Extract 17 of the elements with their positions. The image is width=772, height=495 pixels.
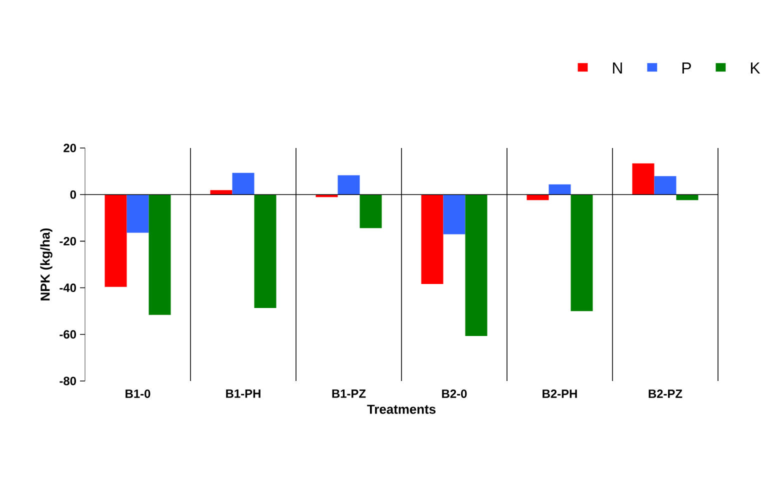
y-tick-label: -20 bbox=[60, 236, 76, 246]
x-tick-label: B1-0 bbox=[126, 390, 150, 398]
y-tick-label: -40 bbox=[60, 284, 76, 292]
legend-label: K bbox=[750, 62, 760, 74]
legend-label: P bbox=[682, 62, 691, 74]
y-tick-label: -60 bbox=[60, 330, 76, 339]
x-axis-title: Treatments bbox=[367, 404, 436, 414]
y-tick-label: 20 bbox=[64, 144, 76, 152]
legend-label: N bbox=[613, 62, 622, 74]
y-tick-label: -80 bbox=[60, 376, 76, 386]
y-tick-label: 0 bbox=[70, 190, 76, 199]
x-tick-label: B1-PH bbox=[226, 390, 260, 398]
x-tick-label: B2-0 bbox=[442, 390, 467, 398]
x-tick-label: B2-PZ bbox=[648, 390, 682, 398]
x-tick-label: B1-PZ bbox=[332, 390, 366, 398]
y-axis-title: NPK (kg/ha) bbox=[40, 228, 52, 300]
x-tick-label: B2-PH bbox=[542, 390, 577, 398]
